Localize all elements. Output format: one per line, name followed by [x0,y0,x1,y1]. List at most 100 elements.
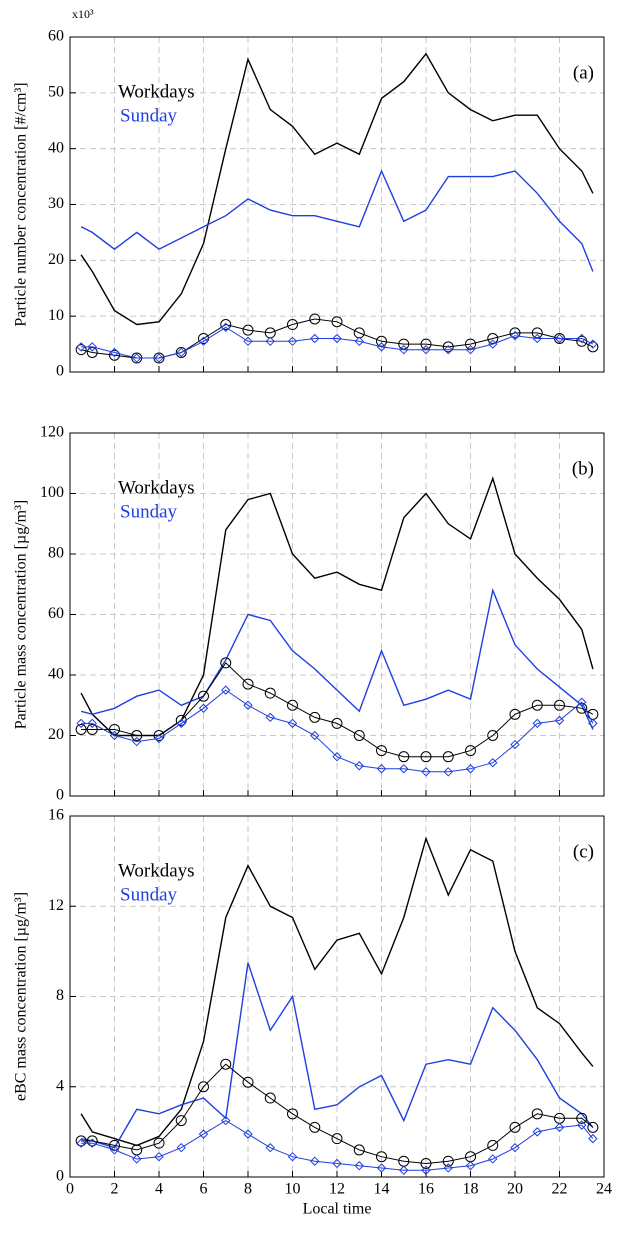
series-line [81,1120,594,1171]
marker [109,730,120,741]
marker [220,657,232,669]
marker [488,758,498,768]
marker [376,764,387,774]
marker [420,1157,432,1169]
marker [443,767,453,777]
legend-entry: Sunday [120,105,178,126]
series-line [80,962,594,1149]
marker [442,341,454,353]
marker [465,338,476,350]
series-line [80,52,594,326]
plot-frame [69,815,605,1178]
marker [176,1142,186,1153]
marker [331,316,343,328]
marker [554,1122,565,1133]
marker [442,1155,454,1167]
x-tick-label: 6 [200,1181,208,1198]
marker [420,751,432,763]
marker [420,338,432,350]
panel-label: (a) [573,62,594,83]
marker [132,736,142,747]
marker [287,336,298,346]
marker [510,1142,520,1153]
y-tick-label: 16 [48,807,64,824]
marker [154,733,164,744]
y-axis-label: eBC mass concentration [µg/m³] [13,892,30,1101]
marker [287,1151,298,1162]
marker [488,339,498,349]
marker [221,1115,231,1126]
marker [332,1158,342,1169]
y-tick-label: 0 [56,787,64,804]
marker [287,1108,298,1120]
marker [554,699,565,711]
marker [76,1138,86,1148]
marker [465,764,476,774]
marker [198,690,209,702]
y-tick-label: 20 [48,726,64,743]
x-tick-label: 16 [418,1181,434,1198]
legend-entry: Workdays [118,860,195,881]
marker [310,1156,320,1166]
marker [531,327,543,339]
marker [332,333,342,344]
y-tick-label: 120 [40,424,64,441]
y-tick-label: 30 [48,195,64,212]
x-tick-label: 24 [596,1181,612,1198]
marker [510,331,520,341]
marker [243,700,253,710]
marker [443,1163,453,1173]
marker [310,730,320,741]
marker [287,319,298,331]
marker [587,1121,599,1133]
panel-label: (b) [572,458,594,479]
plot-frame [69,432,605,797]
marker [376,335,387,347]
y-tick-label: 60 [48,28,64,45]
marker [109,723,120,735]
marker [376,1163,387,1173]
marker [588,718,598,729]
marker [465,745,476,757]
marker [487,730,499,741]
marker [87,342,97,352]
x-tick-label: 2 [111,1181,119,1198]
marker [421,1165,431,1175]
marker [86,723,98,735]
marker [398,338,410,350]
marker [221,322,231,333]
marker [421,767,431,777]
marker [76,718,86,729]
marker [577,333,587,344]
marker [399,764,409,774]
marker [399,1165,409,1175]
marker [176,718,186,729]
x-axis-label: Local time [303,1201,372,1218]
x-tick-label: 20 [507,1181,523,1198]
x-tick-label: 0 [66,1181,74,1198]
marker [75,723,87,735]
marker [443,344,453,355]
y-tick-label: 50 [48,84,64,101]
marker [265,1142,275,1153]
marker [576,1112,588,1124]
marker [310,333,320,344]
marker [265,336,275,346]
marker [531,699,543,711]
marker [132,1154,142,1164]
marker [532,333,542,344]
y-tick-label: 60 [48,605,64,622]
marker [588,1133,598,1144]
marker [353,1144,365,1156]
marker [264,687,276,699]
series-line [80,587,594,730]
marker [509,327,521,339]
legend-entry: Sunday [120,884,178,905]
marker [75,1135,87,1147]
marker [331,1133,343,1145]
marker [554,715,565,726]
marker [442,751,454,763]
legend-entry: Workdays [118,477,195,498]
marker [309,313,321,325]
series-line [80,169,594,272]
